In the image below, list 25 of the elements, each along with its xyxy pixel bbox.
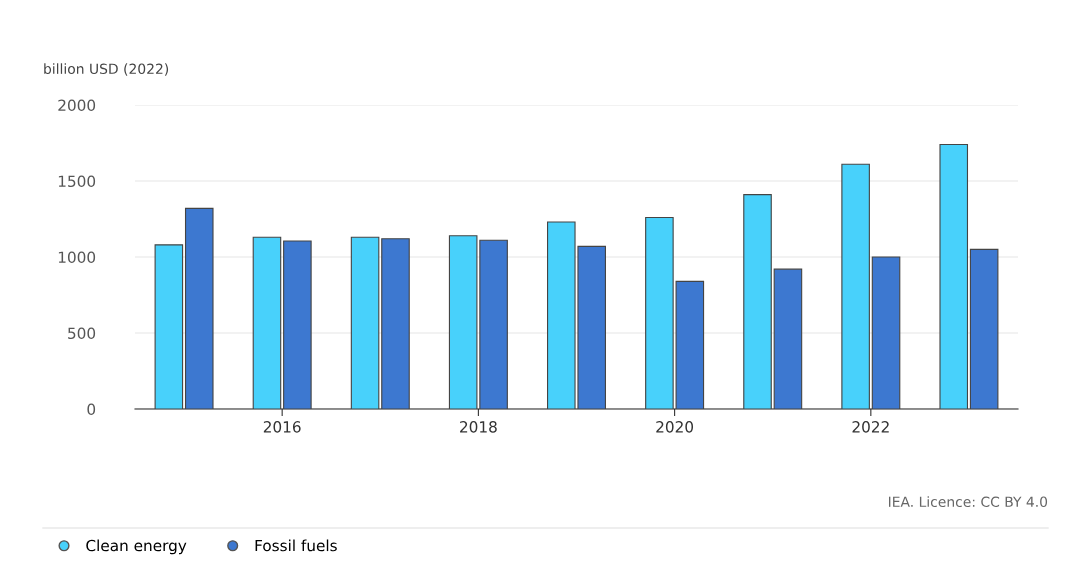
y-tick-label: 1000 [58,251,96,264]
y-axis-title: billion USD (2022) [44,63,169,76]
y-tick-label: 0 [87,403,96,416]
legend-label: Clean energy [86,539,187,555]
bar [743,194,772,409]
legend-label: Fossil fuels [255,539,337,552]
y-tick-label: 2000 [58,99,96,112]
bar [969,248,999,409]
x-tick-label: 2020 [656,421,694,433]
bar [283,240,312,409]
bar [773,268,803,409]
text: IEA. Licence: CC BY 4.0 [888,496,1048,508]
bar [841,163,870,409]
bar [350,236,380,409]
bar [154,244,184,409]
x-tick-label: 2022 [852,421,889,433]
bar [184,207,214,409]
y-tick-label: 500 [68,327,96,340]
x-tick-label: 2018 [460,421,497,433]
bar [871,256,901,409]
bar [252,236,282,409]
y-tick-label: 1500 [58,175,96,188]
bar [381,238,410,409]
bar [939,143,969,409]
x-tick-label: 2016 [263,421,301,433]
